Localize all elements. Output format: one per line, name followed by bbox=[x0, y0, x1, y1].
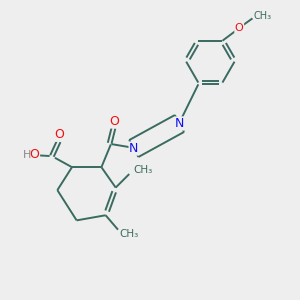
Text: O: O bbox=[235, 22, 244, 32]
Text: CH₃: CH₃ bbox=[254, 11, 272, 21]
Text: CH₃: CH₃ bbox=[134, 165, 153, 175]
Text: O: O bbox=[54, 128, 64, 141]
Text: H: H bbox=[22, 150, 31, 161]
Text: N: N bbox=[129, 142, 139, 155]
Text: N: N bbox=[175, 117, 184, 130]
Text: O: O bbox=[30, 148, 40, 161]
Text: CH₃: CH₃ bbox=[119, 229, 139, 239]
Text: O: O bbox=[109, 115, 119, 128]
